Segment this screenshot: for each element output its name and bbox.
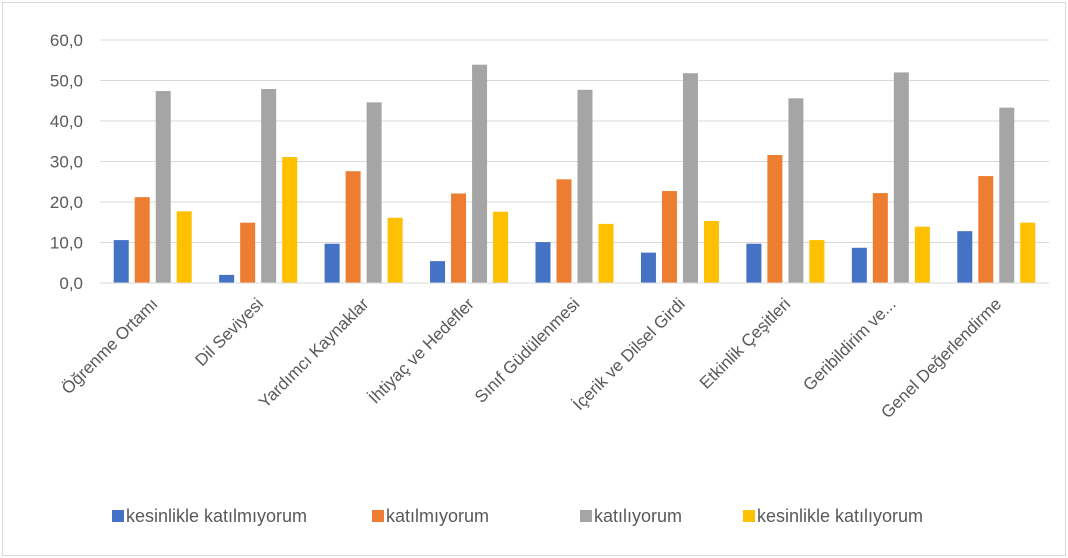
x-tick-label: Genel Değerlendirme xyxy=(877,294,1005,422)
legend-entry: kesinlikle katılmıyorum xyxy=(126,506,307,526)
bar xyxy=(1020,222,1036,283)
bar xyxy=(113,240,129,283)
bar xyxy=(598,223,614,283)
bar xyxy=(556,179,572,283)
bar xyxy=(176,211,192,283)
y-tick-label: 40,0 xyxy=(50,112,83,131)
bar xyxy=(366,102,382,284)
bar xyxy=(219,274,235,283)
bar xyxy=(661,191,677,283)
y-axis: 0,0 10,0 20,0 30,0 40,0 50,0 60,0 xyxy=(50,31,83,293)
x-tick-label: Etkinlik Çeşitleri xyxy=(696,294,794,392)
x-tick-label: İhtiyaç ve Hedefler xyxy=(365,294,478,407)
bar xyxy=(851,247,867,283)
bar xyxy=(767,155,783,283)
bar xyxy=(155,91,171,283)
bar xyxy=(640,252,656,283)
bar xyxy=(451,193,467,283)
y-tick-label: 0,0 xyxy=(59,274,83,293)
y-tick-label: 60,0 xyxy=(50,31,83,50)
bar xyxy=(788,98,804,283)
y-tick-label: 30,0 xyxy=(50,153,83,172)
x-tick-label: Sınıf Güdülenmesi xyxy=(471,294,583,406)
legend-swatch xyxy=(580,510,592,522)
bar xyxy=(324,243,340,283)
bar xyxy=(430,261,446,283)
bar xyxy=(872,193,888,283)
bar xyxy=(387,217,403,283)
y-tick-label: 10,0 xyxy=(50,234,83,253)
bar xyxy=(809,240,825,283)
x-tick-label: Yardımcı Kaynaklar xyxy=(255,294,373,412)
x-tick-label: Dil Seviyesi xyxy=(191,294,267,370)
y-tick-label: 20,0 xyxy=(50,193,83,212)
bar xyxy=(682,73,698,284)
bar xyxy=(746,243,762,283)
legend-swatch xyxy=(372,510,384,522)
bar xyxy=(472,64,488,283)
gridlines xyxy=(100,39,1049,243)
x-tick-label: Öğrenme Ortamı xyxy=(58,294,162,398)
bar xyxy=(978,176,994,283)
bar xyxy=(999,107,1015,283)
legend: kesinlikle katılmıyorum katılmıyorum katıl… xyxy=(112,506,923,526)
bars xyxy=(113,64,1036,284)
bar xyxy=(893,72,909,284)
bar xyxy=(914,226,930,283)
x-tick-label: Geribildirim ve... xyxy=(799,294,899,394)
bar xyxy=(282,157,298,283)
bar xyxy=(240,222,256,283)
bar xyxy=(134,197,150,283)
bar xyxy=(345,171,361,283)
legend-swatch xyxy=(112,510,124,522)
y-tick-label: 50,0 xyxy=(50,72,83,91)
legend-entry: kesinlikle katılıyorum xyxy=(757,506,923,526)
legend-entry: katılıyorum xyxy=(594,506,682,526)
bar xyxy=(261,89,277,283)
x-tick-label: İçerik ve Dilsel Girdi xyxy=(569,294,689,414)
legend-entry: katılmıyorum xyxy=(386,506,489,526)
legend-swatch xyxy=(743,510,755,522)
bar xyxy=(577,89,593,283)
bar xyxy=(703,221,719,283)
bar xyxy=(535,242,551,283)
bar xyxy=(493,211,509,283)
bar xyxy=(957,231,973,283)
